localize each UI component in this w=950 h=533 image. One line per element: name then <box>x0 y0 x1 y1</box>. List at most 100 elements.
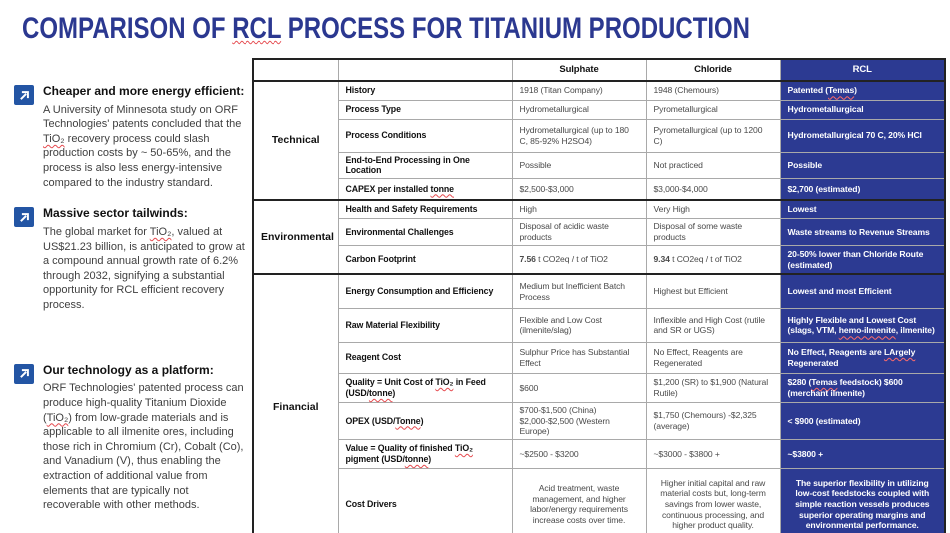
chloride-cell: ~$3000 - $3800 + <box>645 439 781 470</box>
attribute-cell: History <box>337 80 513 101</box>
attribute-cell: Raw Material Flexibility <box>337 307 513 343</box>
bullet-technology-platform: Our technology as a platform: ORF Techno… <box>14 363 248 513</box>
misspelled-token: TiO₂ <box>46 411 69 424</box>
attribute-cell: Process Conditions <box>337 118 513 153</box>
column-header-sulphate: Sulphate <box>511 58 647 82</box>
misspelled-token: TiO₂ <box>43 132 65 145</box>
attribute-cell: Reagent Cost <box>337 341 513 374</box>
comparison-table: Sulphate Chloride RCL Technical History 19… <box>252 58 946 533</box>
chloride-cell: $1,200 (SR) to $1,900 (Natural Rutile) <box>645 372 781 403</box>
title-rcl-text: RCL <box>232 12 282 45</box>
attribute-cell: End-to-End Processing in One Location <box>337 151 513 180</box>
arrow-up-right-icon <box>14 85 34 105</box>
attribute-cell: Carbon Footprint <box>337 244 513 275</box>
misspelled-token: Temas <box>828 85 855 96</box>
table-row: Reagent Cost Sulphur Price has Substantia… <box>253 341 946 374</box>
bullet-body: ORF Technologies' patented process can p… <box>43 382 244 512</box>
bullet-text: Cheaper and more energy efficient: A Uni… <box>43 84 248 190</box>
sulphate-cell: 1918 (Titan Company) <box>511 80 647 101</box>
chloride-cell: Inflexible and High Cost (rutile and SR … <box>645 307 781 343</box>
table-row: CAPEX per installed tonne $2,500-$3,000 $3… <box>253 178 946 201</box>
column-header-chloride: Chloride <box>645 58 781 82</box>
arrow-up-right-icon <box>14 363 34 384</box>
rcl-cell: $280 (Temas feedstock) $600 (merchant il… <box>779 372 946 403</box>
sulphate-cell: Hydrometallurgical <box>511 99 647 120</box>
rcl-cell: Highly Flexible and Lowest Cost (slags, … <box>779 307 946 343</box>
attribute-cell: Value = Quality of finished TiO₂ pigment… <box>337 439 513 470</box>
attribute-cell: CAPEX per installed tonne <box>337 178 513 201</box>
bullet-sector-tailwinds: Massive sector tailwinds: The global mar… <box>14 206 248 312</box>
table-row: OPEX (USD/Tonne) $700-$1,500 (China) $2,0… <box>253 401 946 441</box>
bullet-body: A University of Minnesota study on ORF T… <box>43 103 242 189</box>
misspelled-token: TiO₂ <box>454 443 473 454</box>
attribute-cell: Health and Safety Requirements <box>337 198 513 220</box>
attribute-cell: Environmental Challenges <box>337 218 513 246</box>
misspelled-token: Tonne <box>395 415 421 426</box>
rcl-cell: Possible <box>779 151 946 180</box>
bullet-heading: Cheaper and more energy efficient: <box>43 84 245 98</box>
rcl-cell: Lowest and most Efficient <box>779 273 946 309</box>
table-row: Raw Material Flexibility Flexible and Low… <box>253 307 946 343</box>
process-comparison-table: Sulphate Chloride RCL Technical History 19… <box>252 58 946 533</box>
attribute-cell: Process Type <box>337 99 513 120</box>
table-row: Process Conditions Hydrometallurgical (up… <box>253 118 946 153</box>
chloride-cell: Disposal of some waste products <box>645 218 781 246</box>
sulphate-cell: Medium but Inefficient Batch Process <box>511 273 647 309</box>
title-text-post: PROCESS FOR TITANIUM PRODUCTION <box>281 12 751 45</box>
sulphate-cell: $2,500-$3,000 <box>511 178 647 201</box>
chloride-cell: Pyrometallurgical (up to 1200 C) <box>645 118 781 153</box>
table-row: Process Type Hydrometallurgical Pyrometall… <box>253 99 946 120</box>
chloride-cell: Pyrometallurgical <box>645 99 781 120</box>
column-header-category <box>252 58 339 82</box>
category-cell: Financial <box>252 273 339 533</box>
misspelled-token: tonne <box>368 387 393 398</box>
rcl-cell: Waste streams to Revenue Streams <box>779 218 946 246</box>
table-row: Carbon Footprint 7.56 t CO2eq / t of TiO2… <box>253 244 946 275</box>
sulphate-cell: High <box>511 198 647 220</box>
attribute-cell: OPEX (USD/Tonne) <box>337 401 513 441</box>
rcl-cell: Hydrometallurgical <box>779 99 946 120</box>
misspelled-token: TiO₂ <box>435 376 454 387</box>
chloride-cell: Higher initial capital and raw material … <box>645 468 781 533</box>
bullet-body: The global market for TiO₂, valued at US… <box>43 225 245 312</box>
chloride-cell: 1948 (Chemours) <box>645 80 781 101</box>
rcl-cell: No Effect, Reagents are LArgely Regenera… <box>779 341 946 374</box>
column-header-rcl: RCL <box>779 58 946 82</box>
chloride-cell: $1,750 (Chemours) -$2,325 (average) <box>645 401 781 441</box>
sidebar: Cheaper and more energy efficient: A Uni… <box>14 84 248 513</box>
category-cell: Technical <box>252 80 339 201</box>
sulphate-cell: $600 <box>511 372 647 403</box>
chloride-cell: 9.34 t CO2eq / t of TiO2 <box>645 244 781 275</box>
sulphate-cell: Possible <box>511 151 647 180</box>
sulphate-cell: Hydrometallurgical (up to 180 C, 85-92% … <box>511 118 647 153</box>
misspelled-token: tonne <box>404 454 429 465</box>
bullet-text: Our technology as a platform: ORF Techno… <box>43 363 248 513</box>
misspelled-token: Temas <box>811 377 838 388</box>
bullet-text: Massive sector tailwinds: The global mar… <box>43 206 248 312</box>
sulphate-cell: Sulphur Price has Substantial Effect <box>511 341 647 374</box>
column-header-attribute <box>337 58 513 82</box>
misspelled-token: LArgely <box>883 347 916 358</box>
table-row: Cost Drivers Acid treatment, waste manage… <box>253 468 946 533</box>
rcl-cell: Patented (Temas) <box>779 80 946 101</box>
sulphate-cell: Acid treatment, waste management, and hi… <box>511 468 647 533</box>
chloride-cell: Not practiced <box>645 151 781 180</box>
misspelled-token: tonne <box>430 183 455 194</box>
sulphate-cell: ~$2500 - $3200 <box>511 439 647 470</box>
sulphate-cell: $700-$1,500 (China) $2,000-$2,500 (Weste… <box>511 401 647 441</box>
page-title: COMPARISON OF RCL PROCESS FOR TITANIUM P… <box>22 12 750 46</box>
rcl-cell: < $900 (estimated) <box>779 401 946 441</box>
table-row: Financial Energy Consumption and Efficien… <box>252 273 946 533</box>
table-row: End-to-End Processing in One Location Pos… <box>253 151 946 180</box>
chloride-cell: $3,000-$4,000 <box>645 178 781 201</box>
misspelled-token: TiO₂ <box>149 225 172 238</box>
chloride-cell: No Effect, Reagents are Regenerated <box>645 341 781 374</box>
chloride-cell: Very High <box>645 198 781 220</box>
bullet-heading: Our technology as a platform: <box>43 362 214 377</box>
table-row: Environmental Challenges Disposal of acid… <box>253 218 946 246</box>
chloride-cell: Highest but Efficient <box>645 273 781 309</box>
arrow-up-right-icon <box>14 207 34 228</box>
table-row: Technical History 1918 (Titan Company) 1948… <box>252 80 946 201</box>
rcl-cell: The superior flexibility in utilizing lo… <box>779 468 946 533</box>
rcl-cell: ~$3800 + <box>779 439 946 470</box>
